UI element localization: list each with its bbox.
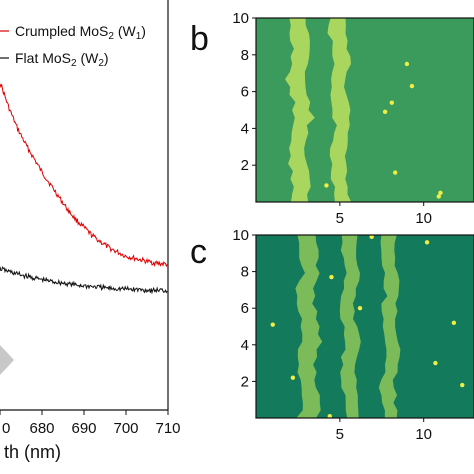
panel-c-y-tick-label: 4 [241,337,249,354]
panel-c-y-tick-label: 6 [241,300,249,317]
panel-c-stripe [378,235,401,418]
panel-c-map [256,235,474,418]
panel-a-axes: 0 680 690 700 710 [0,0,181,437]
panel-b-y-tick-label: 2 [241,157,249,174]
panel-c-spot [290,375,296,380]
panel-a-x-tick-label: 710 [155,420,180,437]
panel-c-x-tick-label: 5 [336,426,344,443]
panel-b-spot [404,61,410,67]
panel-a-arrow-marker [0,345,14,375]
panel-b-y-tick-label: 10 [232,10,249,27]
panel-b-background [256,18,474,202]
panel-b-map-area [256,18,474,202]
panel-c-label: c [190,233,207,271]
panel-b-stripe [285,18,315,202]
panel-c-spot [460,382,465,388]
legend-entry-2: Flat MoS2 (W2) [15,50,109,69]
panel-c-background [256,235,474,418]
panel-a-traces [0,83,168,295]
panel-c-x-tick-label: 10 [415,426,432,443]
panel-b-y-tick-label: 6 [241,84,249,101]
panel-b-heatmap: b 2 4 6 8 10 5 10 [190,10,474,227]
series-line-1 [0,83,168,268]
panel-b-x-tick-label: 10 [415,210,432,227]
panel-a-x-tick-label: 680 [29,420,54,437]
panel-b-spot [438,190,443,195]
panel-c-spot [451,320,457,326]
panel-a-line-chart: 0 680 690 700 710 Crumpled MoS2 (W1) Flat MoS… [0,0,181,462]
panel-b-label: b [190,20,209,58]
panel-a-x-axis-label: th (nm) [4,442,61,462]
panel-c-y-tick-label: 10 [232,227,249,244]
panel-c-spot [424,240,430,245]
panel-c-y-tick-label: 8 [241,264,249,281]
panel-c-stripe [295,235,323,418]
panel-b-stripe [327,18,352,202]
panel-c-spot [327,413,332,418]
panel-c-frame [255,234,474,419]
panel-c-spot [369,235,374,240]
panel-b-spot [392,170,398,175]
panel-b-spot [436,194,441,199]
panel-b-y-tick-label: 8 [241,47,249,64]
series-line-2 [0,266,168,295]
panel-a-x-tick-label: 0 [2,420,10,437]
panel-c-spot [270,322,275,327]
panel-c-stripe [339,235,361,418]
panel-b-axes: 2 4 6 8 10 5 10 [232,10,474,227]
panel-b-frame [255,17,474,203]
panel-b-map [256,18,474,202]
panel-a-x-tick-label: 690 [71,420,96,437]
panel-c-map-area [256,235,474,418]
panel-c-y-tick-label: 2 [241,373,249,390]
panel-b-spot [389,100,395,105]
panel-b-spot [409,83,415,89]
panel-a-x-tick-label: 700 [113,420,138,437]
panel-c-spot [433,360,438,366]
panel-b-spot [382,109,388,115]
panel-b-spot [324,183,329,188]
legend-entry-1: Crumpled MoS2 (W1) [15,23,146,42]
panel-c-spot [329,274,334,280]
panel-c-spot [357,306,363,311]
panel-c-heatmap: c 2 4 6 8 10 5 10 [190,227,474,443]
panel-b-y-tick-label: 4 [241,120,249,137]
panel-b-x-tick-label: 5 [336,210,344,227]
panel-a-legend: Crumpled MoS2 (W1) Flat MoS2 (W2) [0,23,146,69]
panel-c-axes: 2 4 6 8 10 5 10 [232,227,474,443]
